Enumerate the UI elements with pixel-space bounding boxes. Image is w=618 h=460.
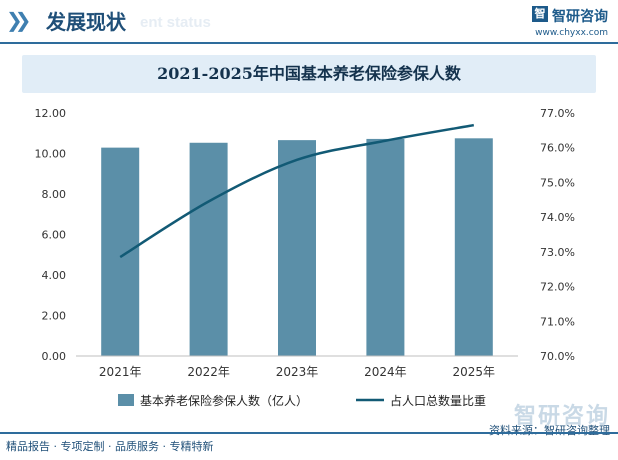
legend-line-label: 占人口总数量比重 [390, 393, 486, 408]
x-tick-label: 2025年 [453, 365, 496, 379]
y-left-tick-label: 12.00 [35, 107, 67, 120]
y-left-tick-label: 8.00 [42, 188, 67, 201]
x-tick-label: 2024年 [364, 365, 407, 379]
brand-logo-icon: 智 [532, 6, 548, 22]
brand-name-text: 智研咨询 [552, 9, 608, 25]
series-line [119, 123, 475, 259]
y-left-tick-label: 0.00 [42, 350, 67, 363]
chart-title: 2021-2025年中国基本养老保险参保人数 [157, 64, 461, 83]
y-left-tick-label: 10.00 [35, 148, 67, 161]
y-right-tick-label: 76.0% [540, 142, 575, 155]
chart-title-box: 2021-2025年中国基本养老保险参保人数 [22, 55, 596, 93]
brand-url: www.chyxx.com [535, 28, 608, 38]
section-subtitle-ghost: ent status [140, 14, 211, 31]
legend-bar-label: 基本养老保险参保人数（亿人） [140, 393, 308, 408]
footer-slogan: 精品报告 · 专项定制 · 品质服务 · 专精特新 [6, 440, 214, 453]
bar [454, 138, 493, 356]
double-chevron-icon: ❯❯ [6, 8, 31, 32]
y-right-tick-label: 70.0% [540, 350, 575, 363]
section-title: 发展现状 [46, 10, 126, 34]
footer-divider [0, 432, 618, 434]
y-right-tick-label: 77.0% [540, 107, 575, 120]
header-divider [0, 42, 618, 44]
combo-chart: 0.00 2.00 4.00 6.00 8.00 10.00 12.00 70.0% 71.0%… [35, 107, 575, 408]
y-left-tick-label: 2.00 [42, 310, 67, 323]
legend-bar-swatch [118, 394, 134, 406]
source-note: 资料来源：智研咨询整理 [489, 424, 610, 437]
y-right-tick-label: 75.0% [540, 176, 575, 189]
y-right-tick-label: 73.0% [540, 246, 575, 259]
brand: 智智研咨询 www.chyxx.com [532, 6, 608, 38]
bar [189, 142, 228, 356]
y-right-tick-label: 71.0% [540, 315, 575, 328]
bar [366, 138, 405, 356]
y-left-tick-label: 4.00 [42, 269, 67, 282]
brand-name: 智智研咨询 [532, 6, 608, 26]
y-left-tick-label: 6.00 [42, 229, 67, 242]
x-tick-label: 2023年 [276, 365, 319, 379]
bar [101, 147, 140, 356]
y-right-tick-label: 74.0% [540, 211, 575, 224]
bar [278, 140, 316, 356]
header: ❯❯ 发展现状 ent status 智智研咨询 www.chyxx.com [0, 0, 618, 44]
y-right-tick-label: 72.0% [540, 281, 575, 294]
x-tick-label: 2021年 [99, 365, 142, 379]
x-tick-label: 2022年 [187, 365, 230, 379]
footer-brand-watermark: 智研咨询 [513, 404, 610, 429]
